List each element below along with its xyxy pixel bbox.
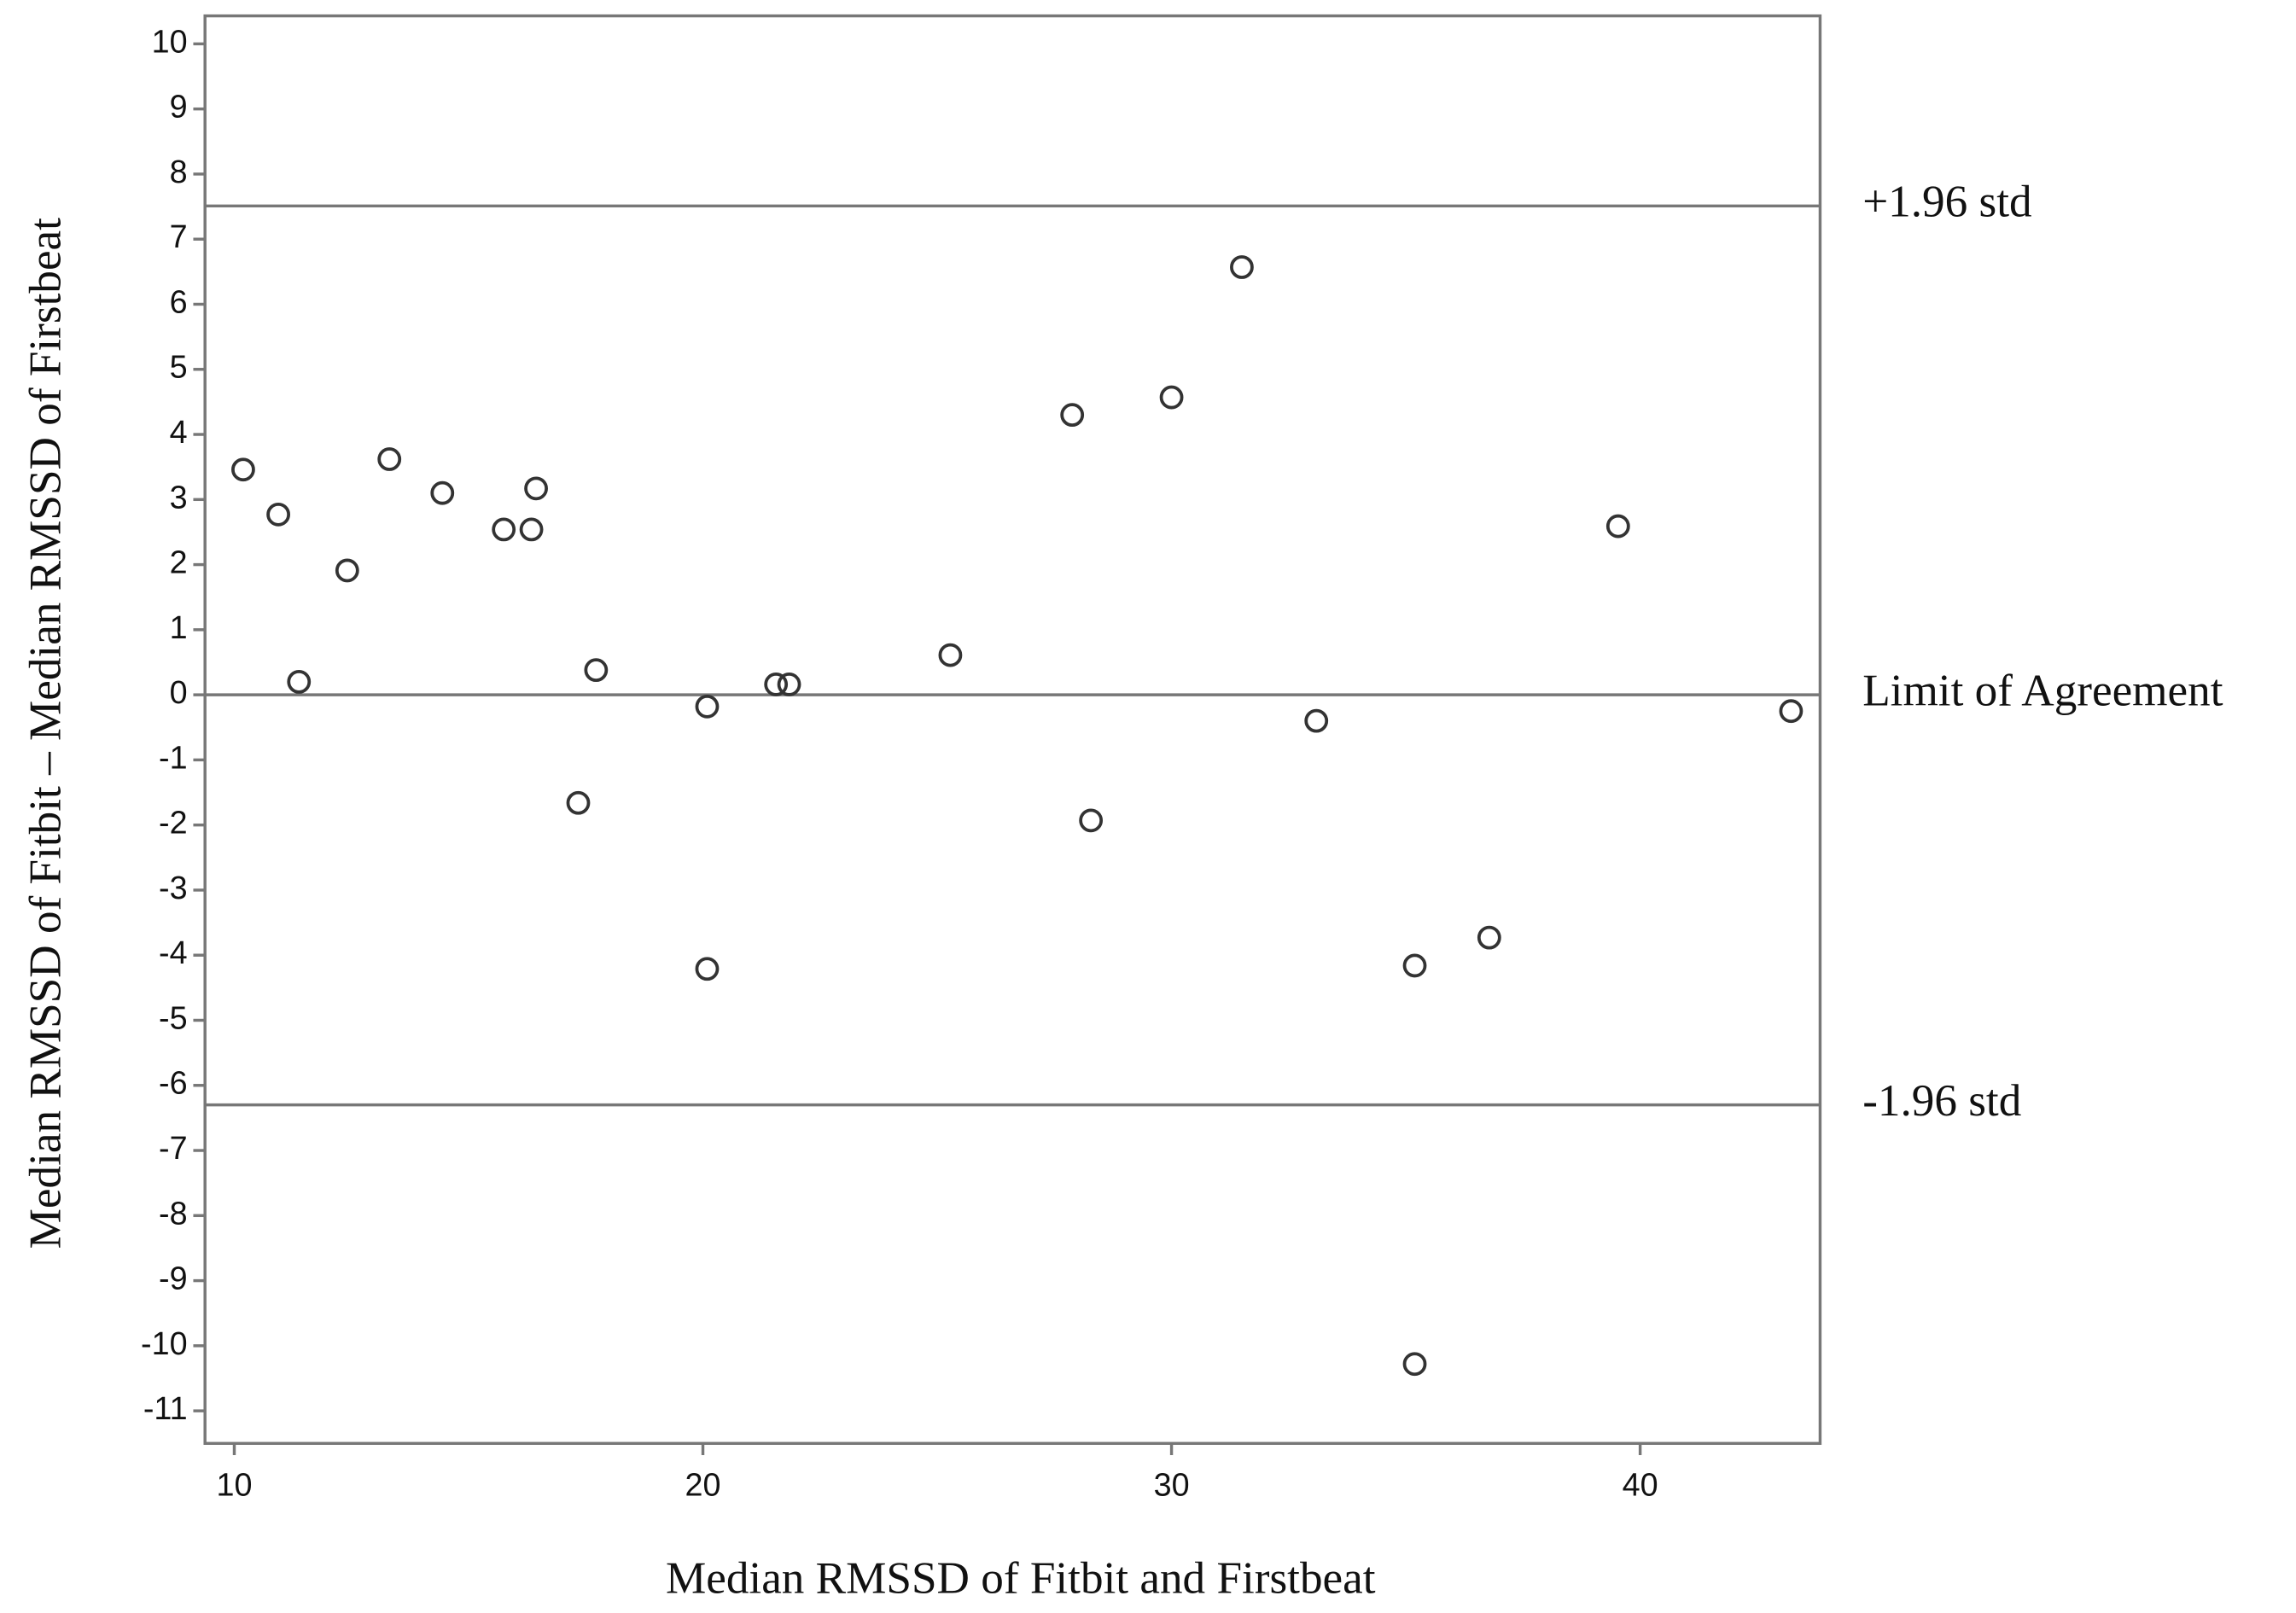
point xyxy=(764,673,789,696)
y-tick-label: -11 xyxy=(143,1390,188,1426)
x-tick-label: 40 xyxy=(1623,1467,1658,1503)
x-tick-label: 20 xyxy=(685,1467,721,1503)
point xyxy=(1060,403,1085,428)
y-tick-label: -2 xyxy=(159,805,188,841)
y-tick-label: -9 xyxy=(159,1261,188,1296)
point xyxy=(492,517,516,542)
y-tick-label: 3 xyxy=(170,479,188,515)
x-tick-label: 10 xyxy=(217,1467,253,1503)
y-tick-label: 10 xyxy=(152,23,188,59)
reference-label: Limit of Agreement xyxy=(1862,665,2223,715)
y-tick-label: 0 xyxy=(170,674,188,710)
y-tick-label: 1 xyxy=(170,609,188,645)
y-tick-label: -3 xyxy=(159,870,188,905)
point xyxy=(266,502,290,527)
y-tick-label: -7 xyxy=(159,1130,188,1166)
point xyxy=(1159,385,1184,410)
point xyxy=(695,694,720,719)
point xyxy=(777,673,801,696)
y-tick-label: -10 xyxy=(141,1325,188,1361)
y-tick-label: -5 xyxy=(159,999,188,1035)
y-tick-label: -6 xyxy=(159,1065,188,1101)
y-tick-label: -8 xyxy=(159,1195,188,1231)
y-tick-label: 5 xyxy=(170,349,188,385)
point xyxy=(695,957,720,981)
point xyxy=(231,457,255,482)
y-axis-title: Median RMSSD of Fitbit – Median RMSSD of… xyxy=(20,218,71,1249)
plot-frame xyxy=(203,14,1822,1445)
reference-label: +1.96 std xyxy=(1862,177,2031,227)
point xyxy=(524,476,548,501)
x-axis-title: Median RMSSD of Fitbit and Firstbeat xyxy=(666,1552,1376,1603)
y-tick-label: 9 xyxy=(170,89,188,125)
point xyxy=(1304,708,1329,733)
point xyxy=(335,558,359,583)
y-tick-label: 7 xyxy=(170,218,188,254)
point xyxy=(1779,699,1804,724)
y-tick-label: -1 xyxy=(159,739,188,775)
point xyxy=(519,517,544,542)
point xyxy=(938,643,963,667)
point xyxy=(1402,953,1427,978)
reference-label: -1.96 std xyxy=(1862,1075,2021,1126)
point xyxy=(584,658,609,683)
x-tick-label: 30 xyxy=(1154,1467,1190,1503)
y-tick-label: 4 xyxy=(170,414,188,450)
y-tick-label: 8 xyxy=(170,154,188,189)
point xyxy=(1477,925,1501,950)
y-tick-label: 2 xyxy=(170,544,188,580)
point xyxy=(1402,1352,1427,1377)
point xyxy=(1079,808,1104,833)
point xyxy=(1230,255,1254,279)
point xyxy=(1605,514,1630,539)
point xyxy=(287,669,312,694)
y-tick-label: -4 xyxy=(159,935,188,970)
point xyxy=(566,790,591,815)
point xyxy=(430,480,455,505)
y-tick-label: 6 xyxy=(170,283,188,319)
point xyxy=(377,447,402,471)
